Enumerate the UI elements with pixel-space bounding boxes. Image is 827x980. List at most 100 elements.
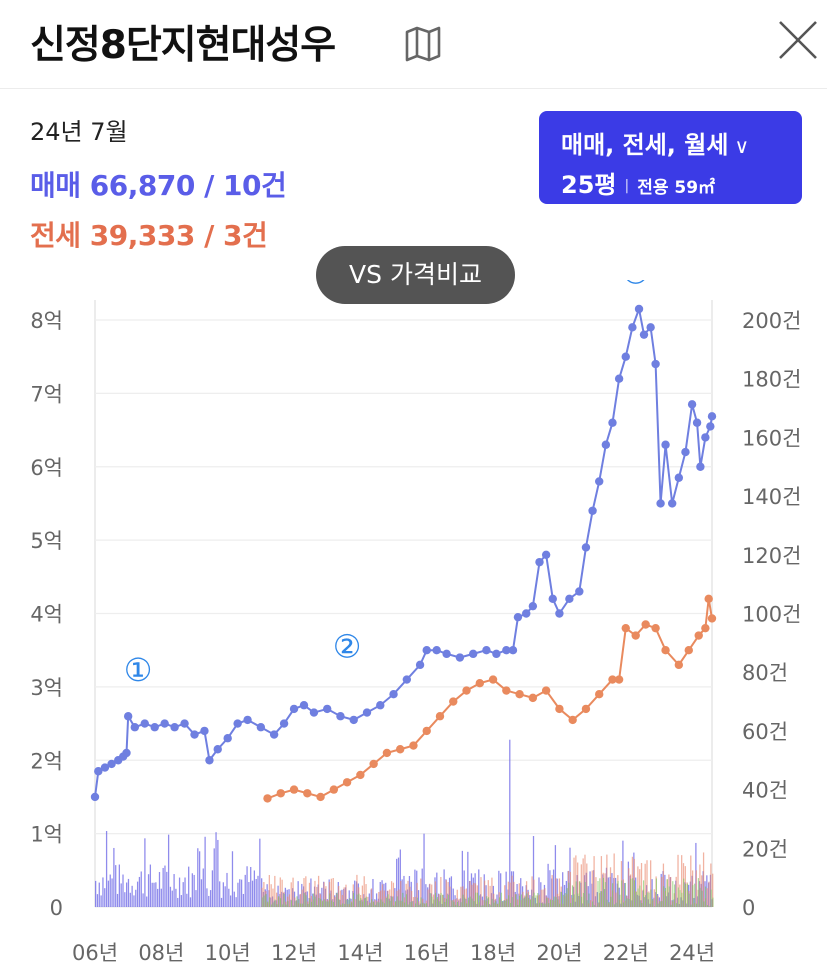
sale-volume-bar — [166, 871, 168, 907]
sale-volume-bar — [403, 875, 405, 907]
jeonse-volume-bar — [308, 882, 311, 907]
jeonse-price-point — [631, 631, 640, 640]
wolse-volume-bar — [540, 902, 542, 907]
sale-volume-bar — [651, 879, 653, 907]
sale-volume-bar — [532, 836, 535, 907]
vs-compare-button[interactable]: VS 가격비교 — [316, 246, 515, 304]
wolse-volume-bar — [298, 899, 300, 907]
wolse-volume-bar — [573, 894, 575, 907]
wolse-volume-bar — [391, 896, 393, 907]
sale-volume-bar — [197, 848, 199, 907]
jeonse-volume-bar — [513, 881, 515, 907]
wolse-volume-bar — [498, 897, 500, 907]
sale-price-point — [299, 701, 309, 710]
wolse-volume-bar — [270, 904, 272, 907]
jeonse-volume-bar — [412, 897, 415, 907]
wolse-volume-bar — [619, 894, 621, 907]
sale-price-point — [90, 792, 100, 802]
sale-volume-bar — [348, 890, 350, 907]
sale-volume-bar — [306, 891, 308, 907]
wolse-volume-bar — [677, 887, 679, 907]
wolse-volume-bar — [542, 903, 544, 907]
jeonse-volume-bar — [392, 882, 395, 907]
jeonse-volume-bar — [640, 862, 643, 907]
wolse-volume-bar — [484, 900, 486, 907]
sale-price-point — [468, 649, 478, 659]
jeonse-price-point — [462, 686, 471, 695]
wolse-volume-bar — [686, 883, 688, 907]
wolse-volume-bar — [561, 891, 563, 907]
sale-volume-bar — [547, 863, 549, 907]
sale-volume-bar — [554, 845, 557, 907]
sale-volume-bar — [346, 898, 349, 907]
sale-price-point — [100, 763, 110, 772]
sale-volume-bar — [450, 876, 453, 907]
sale-volume-bar — [120, 883, 122, 907]
wolse-volume-bar — [305, 895, 307, 907]
wolse-volume-bar — [710, 889, 712, 907]
wolse-volume-bar — [668, 886, 670, 907]
wolse-volume-bar — [369, 903, 371, 907]
jeonse-volume-bar — [511, 875, 513, 907]
wolse-volume-bar — [579, 881, 581, 907]
period-marker: ① — [124, 651, 153, 689]
wolse-volume-bar — [376, 902, 378, 907]
wolse-volume-bar — [511, 897, 513, 907]
jeonse-price-point — [263, 794, 272, 803]
wolse-volume-bar — [497, 903, 499, 907]
sale-volume-bar — [188, 866, 190, 907]
jeonse-price-point — [395, 745, 405, 754]
jeonse-volume-bar — [400, 880, 402, 907]
jeonse-volume-bar — [418, 901, 420, 907]
jeonse-volume-bar — [332, 877, 334, 907]
filter-size-row: 25평 | 전용 59㎡ — [561, 165, 715, 200]
jeonse-volume-bar — [292, 877, 294, 907]
sale-volume-bar — [693, 897, 695, 907]
sale-volume-bar — [239, 879, 241, 907]
sale-volume-bar — [171, 890, 173, 907]
sale-volume-bar — [401, 879, 403, 907]
wolse-volume-bar — [644, 895, 646, 907]
sale-volume-bar — [596, 892, 599, 907]
wolse-volume-bar — [458, 905, 460, 907]
jeonse-volume-bar — [613, 853, 615, 907]
wolse-volume-bar — [367, 905, 369, 907]
wolse-volume-bar — [623, 902, 625, 907]
jeonse-volume-bar — [285, 901, 287, 907]
wolse-volume-bar — [683, 878, 685, 907]
wolse-volume-bar — [679, 890, 681, 907]
wolse-volume-bar — [597, 880, 599, 907]
wolse-volume-bar — [384, 903, 386, 907]
sale-volume-bar — [297, 881, 299, 907]
wolse-volume-bar — [281, 904, 283, 907]
wolse-volume-bar — [296, 896, 298, 907]
sale-volume-bar — [618, 887, 620, 907]
close-icon[interactable] — [776, 18, 820, 62]
y-right-tick-label: 140건 — [742, 485, 801, 509]
sale-volume-bar — [505, 871, 507, 907]
wolse-volume-bar — [582, 892, 584, 907]
jeonse-volume-bar — [361, 885, 364, 907]
wolse-volume-bar — [402, 892, 404, 907]
wolse-volume-bar — [433, 899, 435, 907]
jeonse-volume-bar — [518, 883, 520, 907]
wolse-volume-bar — [666, 879, 668, 907]
jeonse-volume-bar — [558, 878, 561, 907]
sale-volume-bar — [107, 880, 110, 907]
map-icon[interactable] — [403, 24, 443, 64]
wolse-volume-bar — [404, 902, 406, 907]
sale-price-point — [674, 473, 684, 482]
jeonse-volume-bar — [299, 893, 302, 907]
wolse-volume-bar — [429, 893, 431, 907]
sale-volume-bar — [191, 873, 193, 907]
deal-type-filter[interactable]: 매매, 전세, 월세 ∨ 25평 | 전용 59㎡ — [539, 111, 802, 204]
sale-volume-bar — [124, 892, 126, 907]
wolse-volume-bar — [690, 904, 692, 907]
jeonse-volume-bar — [584, 854, 586, 907]
sale-volume-bar — [206, 888, 208, 907]
wolse-volume-bar — [283, 893, 285, 907]
title-bar: 신정8단지현대성우 — [0, 0, 827, 89]
jeonse-price-point — [595, 690, 604, 699]
sale-volume-bar — [219, 881, 221, 907]
sale-volume-bar — [516, 884, 518, 907]
